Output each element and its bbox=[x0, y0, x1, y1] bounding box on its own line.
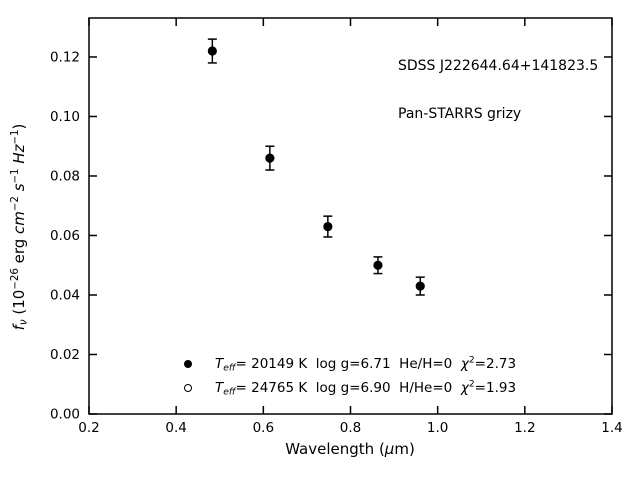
legend-row-model1: Teff= 20149 K log g=6.71 He/H=0 χ2=2.73 bbox=[184, 352, 516, 376]
y-tick-label: 0.06 bbox=[50, 228, 80, 244]
data-point bbox=[415, 281, 425, 291]
y-tick-label: 0.02 bbox=[50, 347, 80, 363]
x-axis-label: Wavelength (μm) bbox=[285, 440, 415, 458]
y-tick-label: 0.00 bbox=[50, 407, 80, 423]
x-tick-label: 1.2 bbox=[514, 420, 535, 436]
y-tick-label: 0.04 bbox=[50, 287, 80, 303]
legend-marker bbox=[184, 384, 192, 392]
x-tick-label: 0.6 bbox=[253, 420, 274, 436]
x-tick-label: 0.8 bbox=[340, 420, 361, 436]
y-tick-label: 0.12 bbox=[50, 49, 80, 65]
y-axis-label: fν (10−26 erg cm−2 s−1 Hz−1) bbox=[10, 123, 30, 331]
y-tick-label: 0.10 bbox=[50, 109, 80, 125]
annotation-survey: Pan-STARRS grizy bbox=[398, 106, 522, 122]
legend-marker bbox=[184, 360, 192, 368]
data-point bbox=[323, 221, 333, 232]
legend-label-model1: Teff= 20149 K log g=6.71 He/H=0 χ2=2.73 bbox=[215, 354, 517, 374]
data-point bbox=[373, 260, 383, 270]
annotation-block: SDSS J222644.64+141823.5 Pan-STARRS griz… bbox=[398, 26, 598, 154]
annotation-object-id: SDSS J222644.64+141823.5 bbox=[398, 58, 599, 74]
data-point bbox=[207, 46, 217, 56]
legend-label-model2: Teff= 24765 K log g=6.90 H/He=0 χ2=1.93 bbox=[215, 378, 517, 398]
legend-row-model2: Teff= 24765 K log g=6.90 H/He=0 χ2=1.93 bbox=[184, 376, 516, 400]
x-tick-label: 1.0 bbox=[427, 420, 448, 436]
data-point bbox=[265, 153, 275, 163]
y-tick-label: 0.08 bbox=[50, 168, 80, 184]
x-tick-label: 0.2 bbox=[78, 420, 99, 436]
x-tick-label: 0.4 bbox=[165, 420, 186, 436]
x-tick-label: 1.4 bbox=[601, 420, 622, 436]
legend: Teff= 20149 K log g=6.71 He/H=0 χ2=2.73 … bbox=[184, 352, 516, 400]
